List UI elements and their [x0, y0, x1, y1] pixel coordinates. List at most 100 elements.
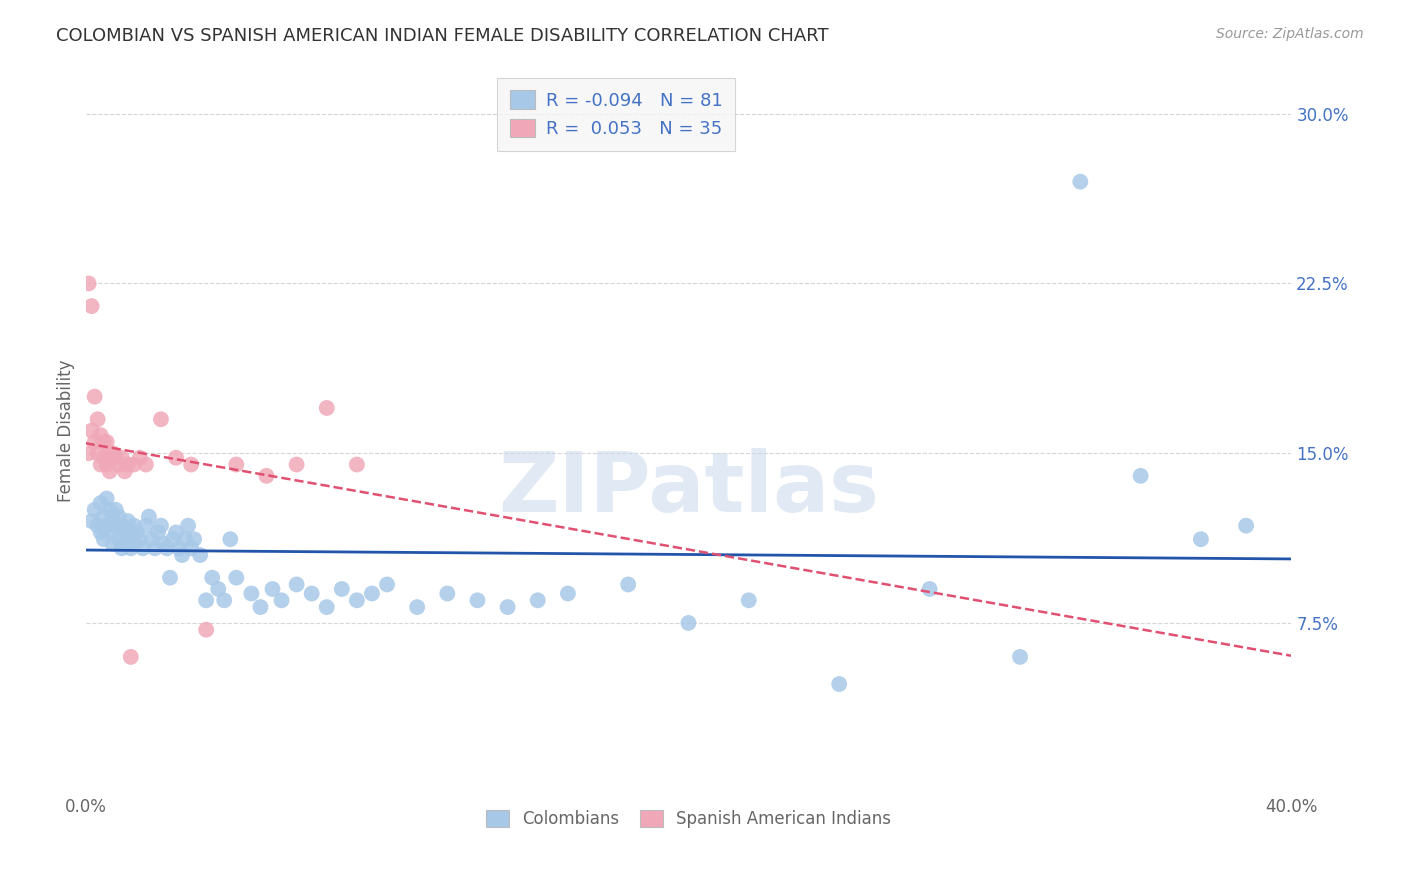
- Point: [83, 390, 105, 404]
- Point: [117, 458, 139, 472]
- Point: [93, 509, 115, 524]
- Point: [101, 446, 124, 460]
- Point: [98, 525, 121, 540]
- Point: [496, 600, 519, 615]
- Point: [128, 450, 150, 465]
- Point: [195, 593, 218, 607]
- Point: [117, 514, 139, 528]
- Point: [738, 593, 761, 607]
- Point: [120, 541, 142, 556]
- Point: [153, 537, 176, 551]
- Point: [201, 571, 224, 585]
- Point: [101, 514, 124, 528]
- Point: [96, 434, 118, 449]
- Point: [132, 541, 155, 556]
- Point: [143, 541, 166, 556]
- Text: ZIPatlas: ZIPatlas: [498, 448, 879, 529]
- Point: [90, 428, 112, 442]
- Point: [188, 548, 211, 562]
- Point: [375, 577, 398, 591]
- Point: [104, 503, 127, 517]
- Point: [195, 623, 218, 637]
- Point: [165, 450, 187, 465]
- Point: [107, 458, 129, 472]
- Text: COLOMBIAN VS SPANISH AMERICAN INDIAN FEMALE DISABILITY CORRELATION CHART: COLOMBIAN VS SPANISH AMERICAN INDIAN FEM…: [56, 27, 830, 45]
- Point: [526, 593, 548, 607]
- Point: [83, 503, 105, 517]
- Point: [207, 582, 229, 596]
- Point: [557, 586, 579, 600]
- Point: [174, 532, 197, 546]
- Point: [107, 532, 129, 546]
- Point: [225, 571, 247, 585]
- Point: [162, 532, 184, 546]
- Point: [96, 458, 118, 472]
- Point: [96, 518, 118, 533]
- Point: [167, 541, 190, 556]
- Point: [125, 525, 148, 540]
- Point: [98, 464, 121, 478]
- Point: [98, 450, 121, 465]
- Point: [436, 586, 458, 600]
- Point: [86, 518, 108, 533]
- Point: [128, 532, 150, 546]
- Point: [149, 518, 172, 533]
- Point: [77, 446, 100, 460]
- Point: [1008, 649, 1031, 664]
- Point: [346, 458, 368, 472]
- Point: [120, 649, 142, 664]
- Point: [256, 468, 278, 483]
- Point: [315, 401, 337, 415]
- Point: [117, 532, 139, 546]
- Point: [86, 446, 108, 460]
- Point: [104, 450, 127, 465]
- Point: [1189, 532, 1212, 546]
- Point: [146, 525, 169, 540]
- Point: [183, 532, 205, 546]
- Point: [80, 514, 103, 528]
- Point: [114, 537, 136, 551]
- Point: [285, 458, 308, 472]
- Point: [1234, 518, 1257, 533]
- Point: [111, 518, 134, 533]
- Point: [285, 577, 308, 591]
- Point: [77, 277, 100, 291]
- Point: [80, 424, 103, 438]
- Point: [240, 586, 263, 600]
- Point: [104, 518, 127, 533]
- Point: [93, 434, 115, 449]
- Point: [156, 541, 179, 556]
- Point: [93, 450, 115, 465]
- Point: [177, 518, 200, 533]
- Point: [138, 509, 160, 524]
- Point: [80, 299, 103, 313]
- Point: [617, 577, 640, 591]
- Point: [111, 450, 134, 465]
- Point: [270, 593, 292, 607]
- Point: [467, 593, 489, 607]
- Point: [1069, 175, 1091, 189]
- Point: [107, 509, 129, 524]
- Point: [225, 458, 247, 472]
- Point: [406, 600, 429, 615]
- Legend: Colombians, Spanish American Indians: Colombians, Spanish American Indians: [479, 804, 898, 835]
- Point: [114, 525, 136, 540]
- Point: [122, 537, 145, 551]
- Point: [180, 458, 202, 472]
- Point: [301, 586, 323, 600]
- Point: [219, 532, 242, 546]
- Point: [180, 541, 202, 556]
- Point: [1129, 468, 1152, 483]
- Point: [330, 582, 353, 596]
- Point: [90, 525, 112, 540]
- Point: [114, 464, 136, 478]
- Point: [678, 615, 700, 630]
- Point: [159, 571, 181, 585]
- Point: [828, 677, 851, 691]
- Point: [165, 525, 187, 540]
- Point: [120, 525, 142, 540]
- Point: [361, 586, 384, 600]
- Point: [122, 518, 145, 533]
- Point: [262, 582, 284, 596]
- Point: [101, 537, 124, 551]
